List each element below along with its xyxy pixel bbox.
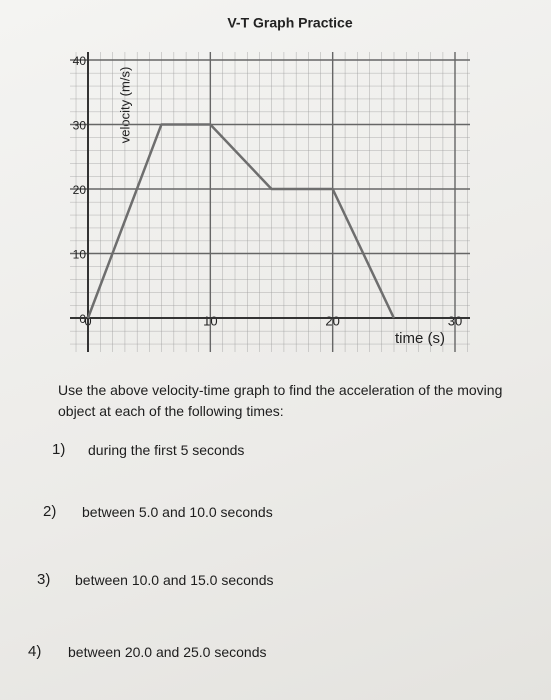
page-title: V-T Graph Practice xyxy=(227,15,352,31)
question-number: 1) xyxy=(52,441,66,458)
x-tick-label: 20 xyxy=(325,313,339,328)
velocity-line xyxy=(86,123,395,319)
question-number: 4) xyxy=(28,643,42,660)
question-text: between 5.0 and 10.0 seconds xyxy=(82,504,273,520)
x-axis-label: time (s) xyxy=(395,330,445,347)
instructions: Use the above velocity-time graph to fin… xyxy=(58,382,503,419)
x-tick-label: 30 xyxy=(448,313,462,328)
y-tick-label: 30 xyxy=(73,119,87,133)
question-text: during the first 5 seconds xyxy=(88,442,245,458)
question-number: 3) xyxy=(37,571,51,588)
y-tick-label: 20 xyxy=(73,183,87,197)
y-tick-label: 40 xyxy=(73,54,87,68)
x-tick-label: 10 xyxy=(203,313,217,328)
question-number: 2) xyxy=(43,503,57,520)
question-text: between 10.0 and 15.0 seconds xyxy=(75,572,274,588)
graph-paper xyxy=(70,52,470,352)
y-tick-label: 10 xyxy=(73,248,87,262)
y-axis-label: velocity (m/s) xyxy=(117,67,132,144)
chart: V-T Graph Practice velocity (m/s) time (… xyxy=(70,15,470,352)
y-tick-label: 0 xyxy=(79,312,86,326)
question-text: between 20.0 and 25.0 seconds xyxy=(68,644,267,660)
